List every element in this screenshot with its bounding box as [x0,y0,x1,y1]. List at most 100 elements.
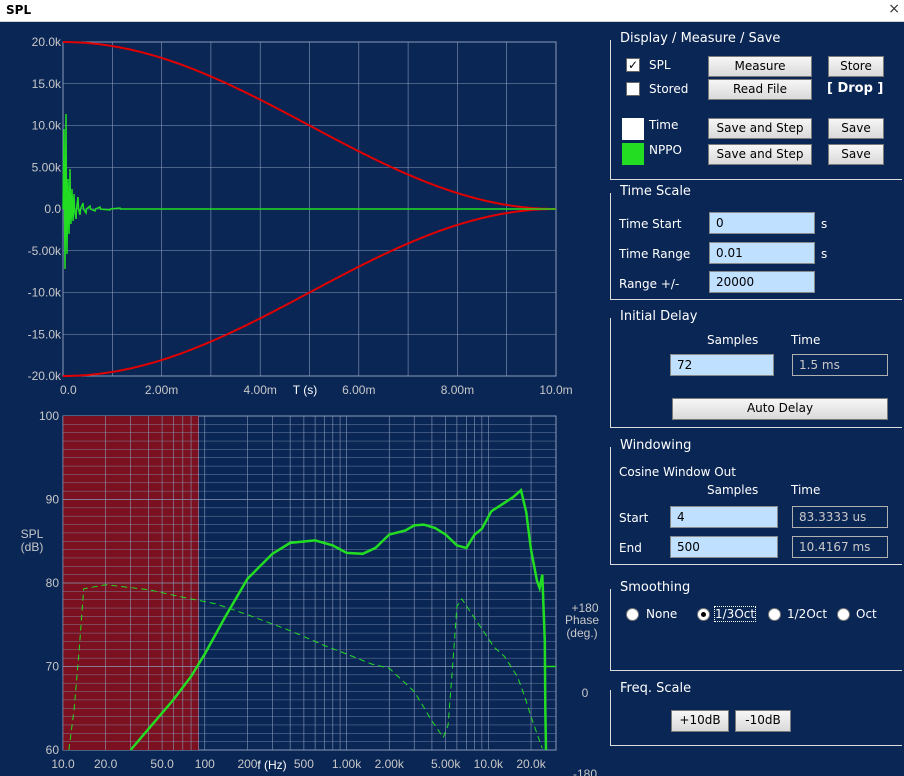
window-title: SPL [6,3,32,17]
save-and-step-time-button[interactable]: Save and Step [708,118,812,139]
save-time-button[interactable]: Save [828,118,884,139]
smoothing-third-oct-radio[interactable] [697,608,710,621]
spl-checkbox-label: SPL [649,58,671,72]
windowing-subtitle: Cosine Window Out [619,465,736,479]
drop-target[interactable]: [ Drop ] [827,81,884,96]
smoothing-none-label[interactable]: None [646,607,678,621]
time-y-tick: 10.0k [32,119,62,133]
time-plot: 20.0k 15.0k 10.0k 5.00k 0.0 -5.00k -10.0k -15.0… [28,35,573,397]
freq-y-tick: 80 [46,576,60,590]
store-button[interactable]: Store [828,56,884,77]
time-x-tick: 0.0 [60,383,77,397]
time-x-tick: 4.00m [244,383,277,397]
freq-x-tick: 50.0 [150,757,174,771]
window-start-input[interactable]: 4 [670,506,778,528]
minus-10db-button[interactable]: -10dB [735,710,791,732]
time-y-ticks: 20.0k 15.0k 10.0k 5.00k 0.0 -5.00k -10.0k -15.0… [28,35,62,383]
delay-time-readout: 1.5 ms [792,354,888,376]
window-end-input[interactable]: 500 [670,536,778,558]
time-y-tick: -20.0k [28,369,62,383]
time-x-label: T (s) [293,383,317,397]
time-color-swatch[interactable] [622,118,644,140]
time-y-tick: -5.00k [28,244,62,258]
phase-ticks: +180 0 -180 [571,601,598,776]
measure-button[interactable]: Measure [708,56,812,77]
freq-x-tick: 5.00k [431,757,461,771]
plot-area: 20.0k 15.0k 10.0k 5.00k 0.0 -5.00k -10.0k -15.0… [21,35,600,776]
window-curve-bottom [63,208,556,377]
freq-plot: 100 90 80 70 60 10.0 20.0 50.0 100 200 500 1.00k 2.… [21,409,600,776]
time-start-label: Time Start [619,217,682,231]
time-x-tick: 6.00m [342,383,375,397]
time-range-input[interactable]: 0.01 [709,242,815,264]
plus-10db-button[interactable]: +10dB [671,710,729,732]
display-panel-title: Display / Measure / Save [617,31,784,46]
range-pm-input[interactable]: 20000 [709,271,815,293]
time-y-tick: 5.00k [32,160,62,174]
phase-tick: 0 [582,686,589,700]
title-bar: SPL × [0,0,904,22]
freq-y-ticks: 100 90 80 70 60 [39,409,59,757]
smoothing-third-oct-label[interactable]: 1/3Oct [713,606,757,622]
smoothing-none-radio[interactable] [626,608,639,621]
phase-tick: +180 [571,601,598,615]
time-y-tick: -15.0k [28,327,62,341]
phase-trace [68,584,543,751]
freq-x-tick: 200 [237,757,257,771]
time-x-tick: 8.00m [441,383,474,397]
freq-x-tick: 2.00k [375,757,405,771]
freq-y-tick: 70 [46,660,60,674]
delay-samples-input[interactable]: 72 [670,354,774,376]
smoothing-oct-radio[interactable] [837,608,850,621]
smoothing-half-oct-radio[interactable] [768,608,781,621]
freq-y-tick: 60 [46,743,60,757]
freq-scale-panel: Freq. Scale +10dB -10dB [610,681,902,746]
smoothing-half-oct-label[interactable]: 1/2Oct [787,607,828,621]
freq-x-tick: 20.0 [94,757,118,771]
time-range-unit: s [821,247,828,261]
time-range-label: Time Range [619,247,691,261]
freq-x-tick: 20.0k [516,757,546,771]
time-y-tick: -10.0k [28,286,62,300]
window-time-header: Time [791,483,821,497]
spl-trace [129,488,548,751]
time-y-tick: 20.0k [32,35,62,49]
save-nppo-button[interactable]: Save [828,144,884,165]
freq-y-tick: 90 [46,493,60,507]
stored-checkbox[interactable] [626,82,640,96]
spl-checkbox[interactable]: ✓ [626,58,640,72]
smoothing-panel: Smoothing None 1/3Oct 1/2Oct Oct [610,580,902,671]
smoothing-oct-label[interactable]: Oct [856,607,877,621]
spl-label: SPL [21,527,44,541]
spl-unit-label: (dB) [21,540,44,554]
window-start-label: Start [619,511,649,525]
freq-x-label: f (Hz) [257,758,286,772]
nppo-color-swatch[interactable] [622,143,644,165]
range-pm-label: Range +/- [619,277,680,291]
time-x-tick: 10.0m [539,383,572,397]
time-start-input[interactable]: 0 [709,212,815,234]
phase-tick: -180 [573,767,597,776]
time-y-tick: 0.0 [44,202,61,216]
time-x-ticks: 0.0 2.00m 4.00m 6.00m 8.00m 10.0m [60,383,573,397]
nppo-trace-label: NPPO [649,143,682,157]
phase-unit-label: (deg.) [566,626,597,640]
save-and-step-nppo-button[interactable]: Save and Step [708,144,812,165]
freq-x-tick: 100 [195,757,215,771]
time-scale-title: Time Scale [617,184,694,199]
window-end-label: End [619,541,642,555]
smoothing-title: Smoothing [617,580,694,595]
freq-x-tick: 1.00k [332,757,362,771]
close-icon[interactable]: × [888,1,900,17]
windowing-panel: Windowing Cosine Window Out Samples Time… [610,438,902,565]
freq-x-tick: 500 [294,757,314,771]
window-start-time-readout: 83.3333 us [792,506,888,528]
read-file-button[interactable]: Read File [708,79,812,100]
freq-scale-title: Freq. Scale [617,681,695,696]
window-end-time-readout: 10.4167 ms [792,536,888,558]
windowing-title: Windowing [617,438,695,453]
impulse-trace [62,113,556,270]
time-start-unit: s [821,217,828,231]
stored-checkbox-label: Stored [649,82,689,96]
auto-delay-button[interactable]: Auto Delay [672,398,888,420]
